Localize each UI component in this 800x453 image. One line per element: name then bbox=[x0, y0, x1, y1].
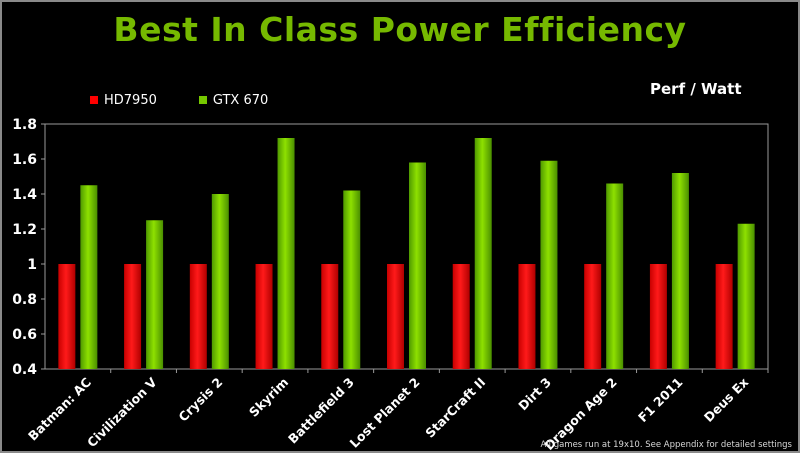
y-tick-label: 1.4 bbox=[12, 187, 37, 203]
legend-swatch-hd7950 bbox=[90, 96, 98, 104]
x-tick-label: Crysis 2 bbox=[175, 375, 225, 425]
bar-hd7950 bbox=[452, 264, 470, 369]
x-tick-label: Battlefield 3 bbox=[285, 375, 357, 447]
x-tick-label: Batman: AC bbox=[25, 375, 94, 444]
legend-label-gtx670: GTX 670 bbox=[212, 92, 269, 108]
chart-legend: HD7950 GTX 670 bbox=[90, 90, 310, 110]
y-tick-label: 0.4 bbox=[12, 362, 37, 378]
bar-hd7950 bbox=[321, 264, 339, 369]
chart-subtitle: Perf / Watt bbox=[650, 80, 742, 98]
y-tick-label: 1.2 bbox=[12, 222, 37, 238]
bar-gtx670 bbox=[737, 223, 755, 369]
plot-area-border bbox=[44, 123, 769, 370]
y-tick-label: 0.8 bbox=[12, 292, 37, 308]
bar-gtx670 bbox=[671, 173, 689, 369]
x-tick-label: F1 2011 bbox=[635, 375, 685, 425]
y-tick-label: 1.6 bbox=[12, 152, 37, 168]
x-tick-label: Deus Ex bbox=[701, 375, 751, 425]
bar-hd7950 bbox=[189, 264, 207, 369]
x-tick-label: Civilization V bbox=[84, 374, 160, 450]
bar-gtx670 bbox=[80, 185, 98, 369]
bar-gtx670 bbox=[277, 138, 295, 369]
bar-gtx670 bbox=[343, 190, 361, 369]
legend-item-gtx670: GTX 670 bbox=[198, 92, 269, 108]
bar-hd7950 bbox=[715, 264, 733, 369]
bar-hd7950 bbox=[255, 264, 273, 369]
bar-gtx670 bbox=[540, 160, 558, 369]
bar-hd7950 bbox=[649, 264, 667, 369]
bar-gtx670 bbox=[409, 162, 426, 369]
bar-hd7950 bbox=[518, 264, 536, 369]
x-tick-label: Skyrim bbox=[246, 375, 291, 420]
x-tick-label: Dirt 3 bbox=[515, 375, 554, 414]
bar-hd7950 bbox=[387, 264, 404, 369]
bar-gtx670 bbox=[211, 194, 229, 369]
bar-gtx670 bbox=[146, 220, 164, 369]
legend-label-hd7950: HD7950 bbox=[104, 92, 157, 108]
bar-hd7950 bbox=[124, 264, 142, 369]
legend-item-hd7950: HD7950 bbox=[90, 93, 157, 108]
y-tick-label: 1.8 bbox=[12, 117, 37, 133]
slide-title: Best In Class Power Efficiency bbox=[113, 10, 687, 49]
bar-hd7950 bbox=[584, 264, 602, 369]
bar-gtx670 bbox=[474, 138, 492, 369]
x-tick-label: Lost Planet 2 bbox=[347, 375, 423, 451]
x-tick-label: StarCraft II bbox=[422, 375, 488, 441]
bar-gtx670 bbox=[606, 183, 624, 369]
legend-swatch-gtx670 bbox=[198, 96, 207, 104]
y-tick-label: 0.6 bbox=[12, 327, 37, 343]
footnote: All games run at 19x10. See Appendix for… bbox=[540, 440, 792, 450]
bar-hd7950 bbox=[58, 264, 76, 369]
y-tick-label: 1 bbox=[27, 257, 37, 273]
